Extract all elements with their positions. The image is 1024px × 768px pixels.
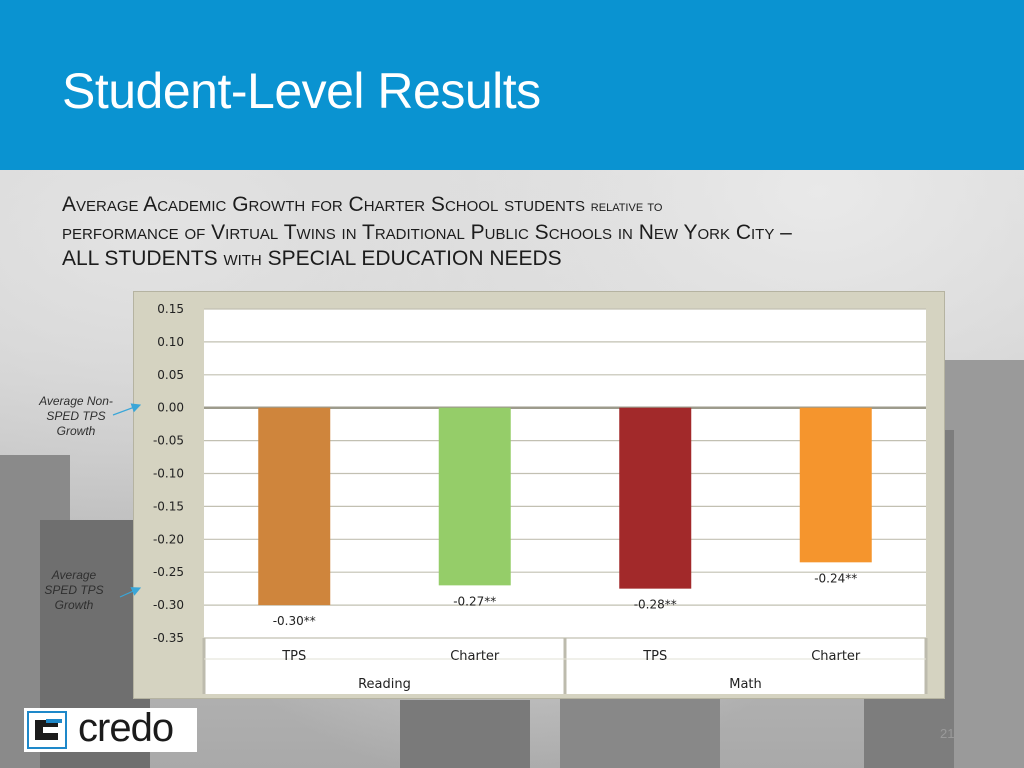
bar (799, 407, 872, 563)
data-label: -0.24** (814, 571, 857, 585)
subtitle-line-2: performance of Virtual Twins in Traditio… (62, 220, 982, 246)
annotation-sped: Average SPED TPS Growth (44, 568, 104, 612)
subtitle-text: ALL STUDENTS (62, 247, 218, 270)
y-tick-label: -0.30 (153, 598, 184, 612)
y-tick-label: -0.10 (153, 467, 184, 481)
logo-wordmark: credo (78, 706, 174, 750)
y-tick-label: -0.05 (153, 434, 184, 448)
x-tick-label: TPS (281, 649, 306, 664)
y-axis: 0.15 0.10 0.05 0.00 -0.05 -0.10 -0.15 -0.20 -0.2… (153, 302, 184, 645)
x-group-label: Math (729, 677, 762, 692)
subtitle-text: with (223, 247, 262, 270)
background-building (560, 690, 720, 768)
y-tick-label: 0.10 (157, 335, 184, 349)
page-number: 21 (940, 726, 955, 741)
y-tick-label: -0.20 (153, 532, 184, 546)
arrow-non-sped (112, 403, 142, 416)
subtitle-text: Average Academic Growth for Charter Scho… (62, 193, 585, 216)
arrow-sped (119, 587, 142, 598)
bar-chart: 0.15 0.10 0.05 0.00 -0.05 -0.10 -0.15 -0.20 -0.2… (153, 302, 928, 694)
credo-c-icon (27, 711, 67, 749)
bar (619, 407, 692, 589)
x-tick-label: Charter (811, 649, 861, 664)
x-group-label: Reading (358, 677, 411, 692)
data-labels: -0.30** -0.27** -0.28** -0.24** (273, 571, 858, 628)
x-axis: TPS Charter TPS Charter Reading Math (202, 638, 928, 694)
y-tick-label: 0.05 (157, 368, 184, 382)
subtitle-text: relative to (590, 198, 663, 215)
bar (438, 407, 511, 586)
bar (258, 407, 331, 606)
slide-header: Student-Level Results (0, 0, 1024, 170)
subtitle-line-1: Average Academic Growth for Charter Scho… (62, 192, 982, 220)
chart-subtitle: Average Academic Growth for Charter Scho… (62, 192, 982, 272)
credo-logo: credo (24, 706, 197, 752)
y-tick-label: -0.15 (153, 499, 184, 513)
bars (258, 407, 872, 606)
data-label: -0.30** (273, 614, 316, 628)
annotation-non-sped: Average Non-SPED TPS Growth (39, 394, 113, 438)
data-label: -0.27** (453, 594, 496, 608)
background-building (400, 700, 530, 768)
annotation-arrows (112, 403, 142, 598)
y-tick-label: 0.15 (157, 302, 184, 316)
slide-title: Student-Level Results (62, 63, 541, 119)
x-tick-label: Charter (450, 649, 500, 664)
y-tick-label: -0.25 (153, 565, 184, 579)
x-tick-label: TPS (642, 649, 667, 664)
subtitle-line-3: ALL STUDENTS with SPECIAL EDUCATION NEED… (62, 246, 982, 272)
y-tick-label: 0.00 (157, 401, 184, 415)
subtitle-text: performance of Virtual Twins in Traditio… (62, 221, 792, 244)
y-tick-label: -0.35 (153, 631, 184, 645)
chart-frame: 0.15 0.10 0.05 0.00 -0.05 -0.10 -0.15 -0.20 -0.2… (133, 291, 945, 699)
data-label: -0.28** (634, 598, 677, 612)
subtitle-text: SPECIAL EDUCATION NEEDS (267, 247, 562, 270)
